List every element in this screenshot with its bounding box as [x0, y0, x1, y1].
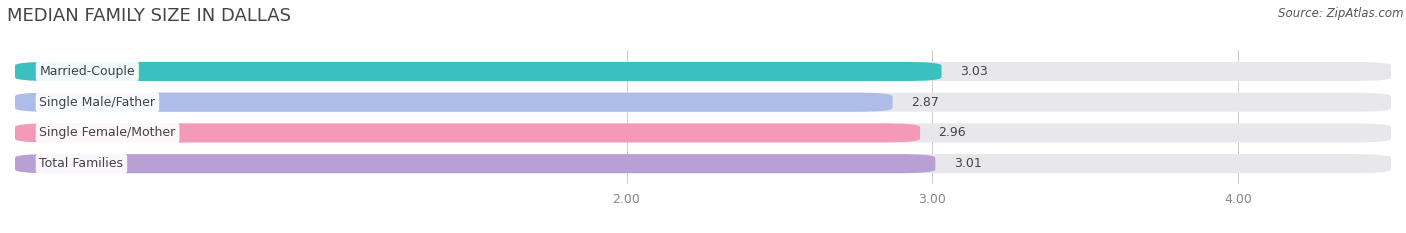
- Text: MEDIAN FAMILY SIZE IN DALLAS: MEDIAN FAMILY SIZE IN DALLAS: [7, 7, 291, 25]
- FancyBboxPatch shape: [15, 62, 942, 81]
- FancyBboxPatch shape: [15, 62, 1391, 81]
- FancyBboxPatch shape: [15, 123, 920, 142]
- FancyBboxPatch shape: [15, 93, 893, 112]
- Text: Source: ZipAtlas.com: Source: ZipAtlas.com: [1278, 7, 1403, 20]
- Text: 3.03: 3.03: [960, 65, 987, 78]
- Text: Married-Couple: Married-Couple: [39, 65, 135, 78]
- Text: 2.96: 2.96: [938, 127, 966, 139]
- Text: Single Female/Mother: Single Female/Mother: [39, 127, 176, 139]
- Text: Single Male/Father: Single Male/Father: [39, 96, 156, 109]
- FancyBboxPatch shape: [15, 123, 1391, 142]
- FancyBboxPatch shape: [15, 154, 1391, 173]
- Text: 3.01: 3.01: [953, 157, 981, 170]
- FancyBboxPatch shape: [15, 93, 1391, 112]
- Text: Total Families: Total Families: [39, 157, 124, 170]
- FancyBboxPatch shape: [15, 154, 935, 173]
- Text: 2.87: 2.87: [911, 96, 939, 109]
